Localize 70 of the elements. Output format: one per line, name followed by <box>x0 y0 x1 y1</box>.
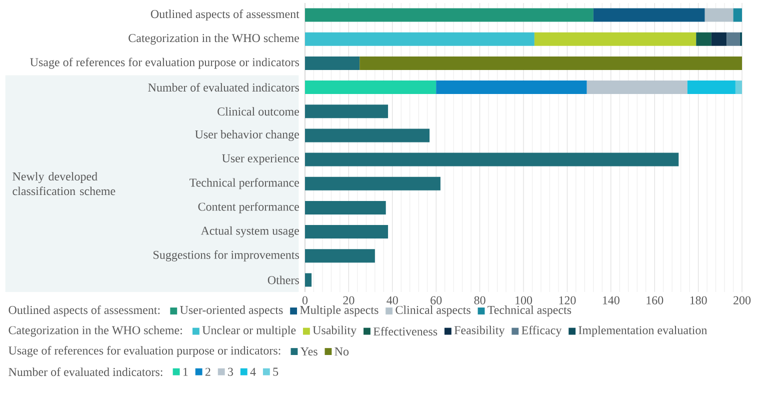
legend-label: User-oriented aspects <box>180 306 283 316</box>
legend-label: Clinical aspects <box>396 306 470 316</box>
y-tick-label: Number of evaluated indicators <box>148 83 299 92</box>
text: Number of evaluated indicators: <box>8 367 162 376</box>
bar <box>696 32 712 46</box>
bar <box>305 80 436 94</box>
bar <box>305 104 388 118</box>
bar <box>305 225 388 239</box>
legend-label: Unclear or multiple <box>202 326 296 337</box>
y-tick-label: Categorization in the WHO scheme <box>128 34 300 45</box>
legend-label: Efficacy <box>522 326 562 337</box>
bar <box>305 249 375 263</box>
legend-label: Feasibility <box>454 326 505 337</box>
bar <box>740 32 742 46</box>
y-tick-label: Usage of references for evaluation purpose or indicators <box>30 58 300 69</box>
bar <box>704 8 734 22</box>
legend-label: Implementation evaluation <box>578 326 708 337</box>
legend-label: Technical aspects <box>488 306 572 316</box>
bar <box>586 80 688 94</box>
bar <box>305 200 386 214</box>
legend-label: No <box>334 348 349 356</box>
text: Outlined aspects of assessment: <box>8 306 160 316</box>
bar <box>735 80 742 94</box>
bar <box>711 32 727 46</box>
bar <box>305 32 534 46</box>
bar <box>305 128 430 142</box>
y-tick-label: User experience <box>222 154 299 165</box>
x-tick-label: 120 <box>559 296 576 304</box>
legend-label: Usability <box>312 326 357 337</box>
y-tick-label: Others <box>268 276 299 284</box>
legend-label: 3 <box>228 368 234 376</box>
y-tick-label: Suggestions for improvements <box>154 250 299 262</box>
text: Categorization in the WHO scheme: <box>8 326 182 337</box>
x-tick-label: 140 <box>602 296 620 304</box>
legend-label: 1 <box>183 368 188 376</box>
x-tick-label: 200 <box>734 296 751 304</box>
x-tick-label: 80 <box>474 296 486 304</box>
bar <box>726 32 740 46</box>
bar <box>305 8 594 22</box>
text: Usage of references for evaluation purpose or indicators: <box>8 346 280 358</box>
y-tick-label: User behavior change <box>195 130 299 141</box>
bar <box>593 8 705 22</box>
y-tick-label: Technical performance <box>190 178 300 190</box>
legend-label: 4 <box>250 368 256 376</box>
y-tick-label: Outlined aspects of assessment <box>150 10 300 21</box>
legend-label: 2 <box>205 368 210 376</box>
text: Newly developed classification scheme <box>12 172 116 196</box>
bar <box>733 8 742 22</box>
bar <box>305 152 679 166</box>
x-tick-label: 20 <box>343 296 354 304</box>
x-tick-label: 180 <box>690 296 707 304</box>
x-tick-label: 100 <box>516 296 532 304</box>
x-tick-label: 40 <box>386 296 398 304</box>
legend-label: Effectiveness <box>373 326 438 336</box>
bar <box>305 176 440 190</box>
bar <box>305 273 312 287</box>
y-tick-label: Clinical outcome <box>218 107 300 116</box>
y-tick-label: Actual system usage <box>200 226 299 238</box>
legend-label: 5 <box>273 368 278 376</box>
legend-label: Yes <box>300 348 318 356</box>
bar <box>534 32 696 46</box>
x-tick-label: 0 <box>302 296 308 304</box>
bar <box>436 80 587 94</box>
bar <box>305 56 360 70</box>
y-tick-label: Content performance <box>198 202 300 214</box>
x-tick-label: 60 <box>430 296 442 304</box>
x-tick-label: 160 <box>646 296 664 304</box>
bar <box>687 80 736 94</box>
legend-label: Multiple aspects <box>300 306 378 316</box>
bar <box>360 56 742 70</box>
